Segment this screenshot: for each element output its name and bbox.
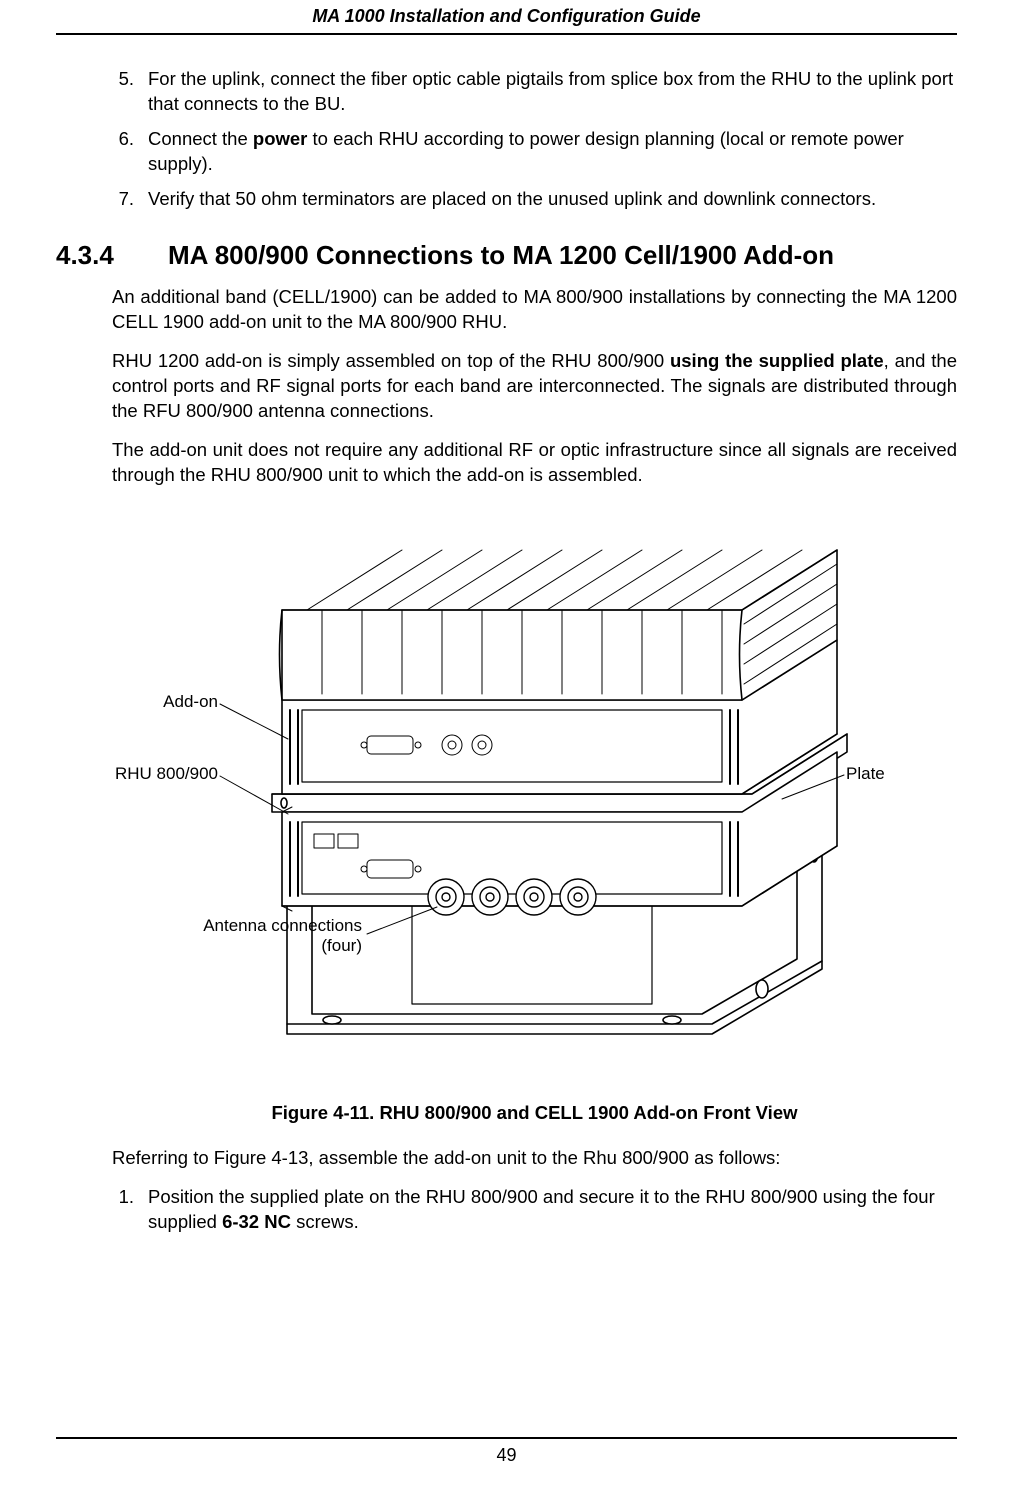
list-number: 5.	[112, 67, 148, 117]
callout-antenna-line2: (four)	[152, 936, 362, 956]
content-area: 5. For the uplink, connect the fiber opt…	[56, 67, 957, 1235]
callout-antenna-line1: Antenna connections	[152, 916, 362, 936]
list-number: 1.	[112, 1185, 148, 1235]
list-number: 6.	[112, 127, 148, 177]
list-item: 5. For the uplink, connect the fiber opt…	[112, 67, 957, 117]
list-body: Verify that 50 ohm terminators are place…	[148, 187, 957, 212]
header-rule	[56, 33, 957, 35]
list-item: 7. Verify that 50 ohm terminators are pl…	[112, 187, 957, 212]
section-heading: 4.3.4 MA 800/900 Connections to MA 1200 …	[112, 240, 957, 271]
text-run: Connect the	[148, 128, 253, 149]
text-bold: using the supplied plate	[670, 350, 884, 371]
page-number: 49	[56, 1445, 957, 1466]
text-bold: 6-32 NC	[222, 1211, 291, 1232]
paragraph: Referring to Figure 4-13, assemble the a…	[112, 1146, 957, 1171]
paragraph: An additional band (CELL/1900) can be ad…	[112, 285, 957, 335]
footer-rule	[56, 1437, 957, 1439]
text-bold: power	[253, 128, 307, 149]
page: MA 1000 Installation and Configuration G…	[0, 0, 1013, 1490]
ordered-list-bottom: 1. Position the supplied plate on the RH…	[112, 1185, 957, 1235]
callout-addon: Add-on	[106, 692, 218, 712]
list-body: Position the supplied plate on the RHU 8…	[148, 1185, 957, 1235]
list-body: For the uplink, connect the fiber optic …	[148, 67, 957, 117]
paragraph: The add-on unit does not require any add…	[112, 438, 957, 488]
ordered-list-top: 5. For the uplink, connect the fiber opt…	[112, 67, 957, 212]
figure-caption: Figure 4-11. RHU 800/900 and CELL 1900 A…	[112, 1102, 957, 1124]
figure: Add-on RHU 800/900 Antenna connections (…	[112, 514, 957, 1094]
callout-plate: Plate	[846, 764, 906, 784]
list-item: 6. Connect the power to each RHU accordi…	[112, 127, 957, 177]
section-number: 4.3.4	[56, 240, 168, 271]
callout-rhu: RHU 800/900	[72, 764, 218, 784]
header-title: MA 1000 Installation and Configuration G…	[56, 0, 957, 33]
text-run: RHU 1200 add-on is simply assembled on t…	[112, 350, 670, 371]
text-run: screws.	[291, 1211, 359, 1232]
list-body: Connect the power to each RHU according …	[148, 127, 957, 177]
list-number: 7.	[112, 187, 148, 212]
section-title: MA 800/900 Connections to MA 1200 Cell/1…	[168, 240, 834, 271]
list-item: 1. Position the supplied plate on the RH…	[112, 1185, 957, 1235]
footer: 49	[56, 1437, 957, 1466]
figure-callouts: Add-on RHU 800/900 Antenna connections (…	[112, 514, 957, 1094]
paragraph: RHU 1200 add-on is simply assembled on t…	[112, 349, 957, 424]
